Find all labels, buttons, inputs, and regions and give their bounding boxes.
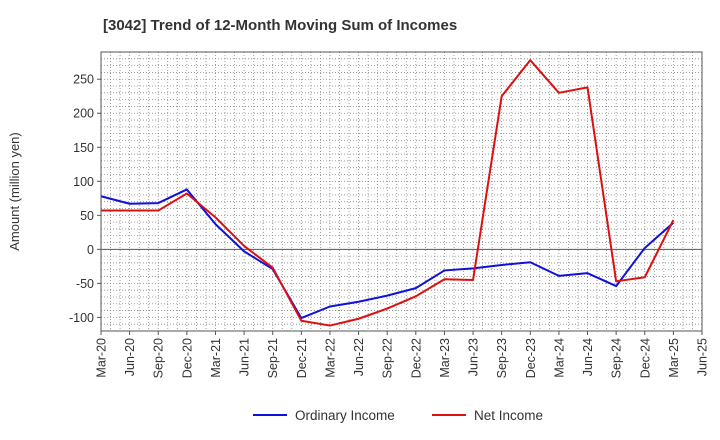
x-tick-label: Sep-20 xyxy=(152,338,166,378)
x-tick-label: Sep-23 xyxy=(495,338,509,378)
legend-label: Ordinary Income xyxy=(295,408,395,423)
series-lines xyxy=(100,59,675,327)
x-tick-label: Mar-22 xyxy=(323,338,337,378)
x-tick-label: Mar-21 xyxy=(209,338,223,378)
y-tick-label: 200 xyxy=(73,107,94,121)
x-tick-label: Dec-22 xyxy=(409,338,423,378)
y-axis-ticks: -100 -50 0 50 100 150 200 250 xyxy=(69,73,101,325)
y-tick-label: 150 xyxy=(73,141,94,155)
x-tick-label: Jun-21 xyxy=(238,338,252,376)
y-axis-label: Amount (million yen) xyxy=(7,132,22,251)
series-line-net-income xyxy=(101,59,675,327)
x-tick-label: Jun-20 xyxy=(123,338,137,376)
plot-frame xyxy=(100,51,703,332)
legend-label: Net Income xyxy=(474,408,543,423)
x-axis-ticks: Mar-20 Jun-20 Sep-20 Dec-20 Mar-21 Jun-21 Sep-… xyxy=(95,331,710,378)
x-tick-label: Dec-21 xyxy=(295,338,309,378)
x-tick-label: Mar-20 xyxy=(95,338,109,378)
x-tick-label: Mar-24 xyxy=(552,338,566,378)
y-tick-label: 100 xyxy=(73,175,94,189)
x-tick-label: Jun-24 xyxy=(581,338,595,376)
x-tick-label: Dec-24 xyxy=(638,338,652,378)
x-tick-label: Sep-22 xyxy=(381,338,395,378)
x-tick-label: Mar-25 xyxy=(667,338,681,378)
y-tick-label: 250 xyxy=(73,73,94,87)
x-tick-label: Jun-25 xyxy=(696,338,710,376)
x-tick-label: Sep-24 xyxy=(610,338,624,378)
x-tick-label: Jun-23 xyxy=(467,338,481,376)
x-tick-label: Jun-22 xyxy=(352,338,366,376)
x-tick-label: Mar-23 xyxy=(438,338,452,378)
x-tick-label: Dec-20 xyxy=(180,338,194,378)
legend: Ordinary Income Net Income xyxy=(253,408,543,423)
x-tick-label: Sep-21 xyxy=(266,338,280,378)
chart-title: [3042] Trend of 12-Month Moving Sum of I… xyxy=(103,17,457,34)
y-tick-label: -50 xyxy=(76,277,94,291)
grid xyxy=(100,52,703,331)
y-tick-label: 50 xyxy=(80,209,94,223)
y-tick-label: -100 xyxy=(69,311,94,325)
x-tick-label: Dec-23 xyxy=(524,338,538,378)
y-tick-label: 0 xyxy=(87,243,94,257)
